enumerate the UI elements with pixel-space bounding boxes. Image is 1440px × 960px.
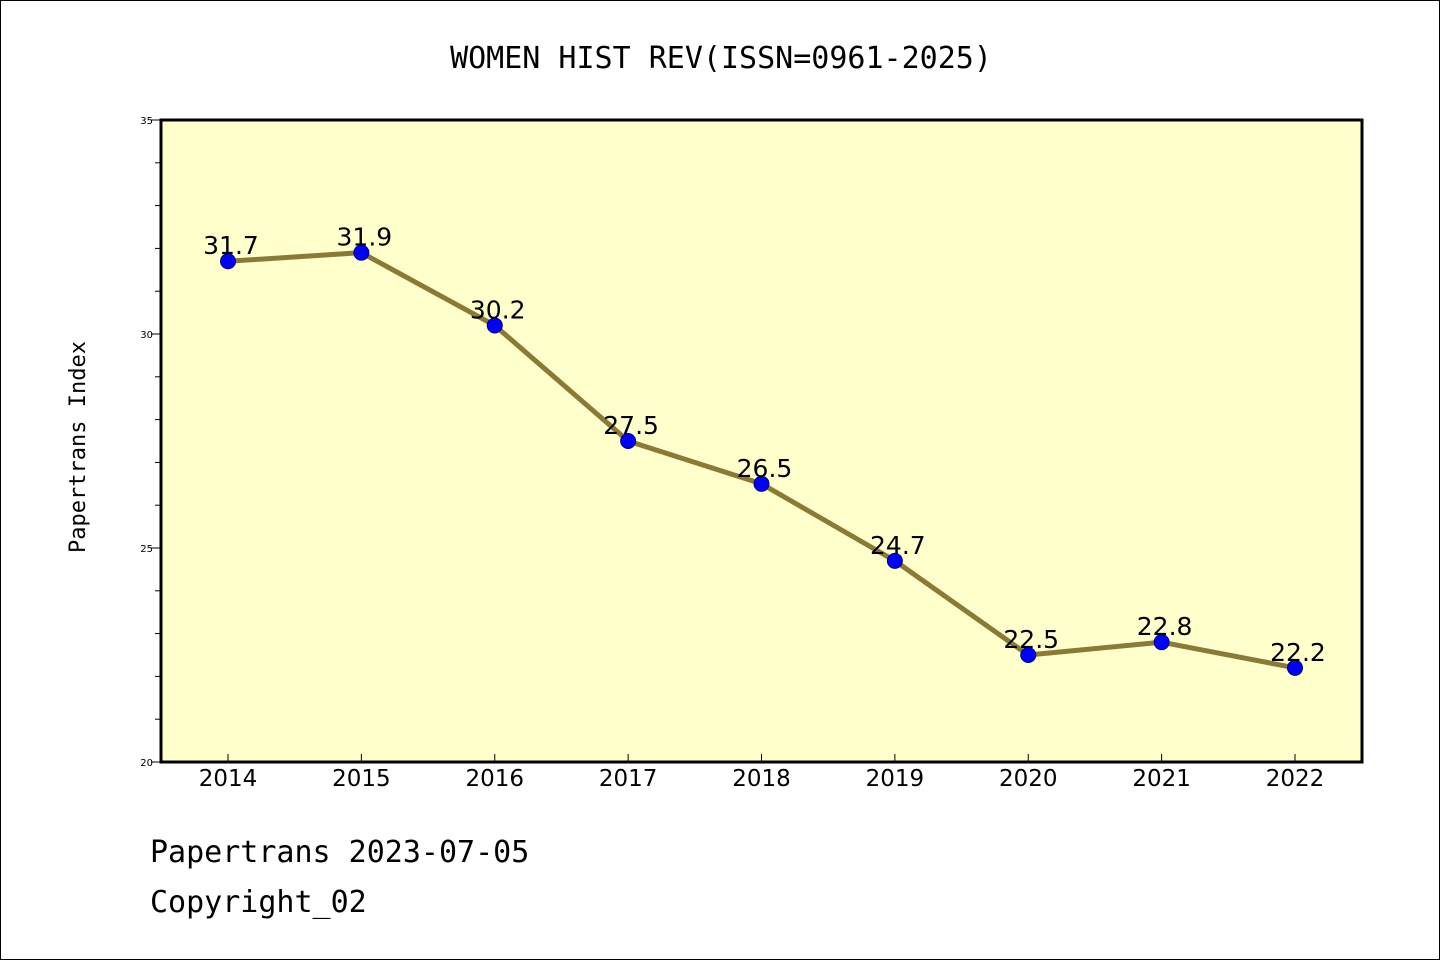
data-label: 22.5	[1003, 625, 1059, 654]
data-point	[1020, 647, 1037, 663]
y-axis: 20 25 30 35	[140, 116, 161, 769]
data-label: 24.7	[870, 531, 926, 560]
data-point	[1153, 634, 1170, 651]
y-tick-label: 35	[140, 116, 153, 127]
data-markers	[220, 244, 1303, 676]
x-tick-label: 2018	[732, 766, 791, 792]
x-tick-label: 2022	[1266, 766, 1325, 792]
data-point	[1287, 659, 1303, 676]
y-axis-label: Papertrans Index	[66, 341, 91, 553]
data-label: 26.5	[737, 454, 793, 483]
data-labels: 31.7 31.9 30.2 27.5 26.5 24.7 22.5 22.8 22.2	[203, 223, 1326, 667]
x-tick-label: 2014	[199, 766, 258, 792]
chart-title: WOMEN HIST REV(ISSN=0961-2025)	[450, 41, 992, 76]
x-tick-label: 2017	[599, 766, 658, 792]
data-label: 22.2	[1270, 638, 1326, 667]
data-label: 27.5	[603, 411, 659, 440]
data-label: 22.8	[1137, 612, 1193, 641]
data-point	[753, 475, 770, 492]
data-label: 31.9	[337, 223, 393, 252]
data-label: 30.2	[470, 295, 526, 324]
x-tick-label: 2016	[465, 766, 524, 792]
data-point	[220, 253, 236, 270]
footer-date-text: Papertrans 2023-07-05	[150, 835, 530, 870]
plot-area	[159, 118, 1364, 764]
data-point	[353, 244, 370, 261]
x-axis: 2014 2015 2016 2017 2018 2019 2020 2021 2022	[199, 754, 1325, 792]
x-tick-label: 2021	[1132, 766, 1191, 792]
data-point	[886, 552, 903, 569]
x-tick-label: 2015	[332, 766, 391, 792]
data-point	[486, 317, 503, 334]
y-tick-label: 25	[140, 544, 153, 555]
data-label: 31.7	[203, 231, 259, 260]
y-tick-label: 20	[140, 758, 153, 769]
footer-copyright-text: Copyright_02	[150, 885, 367, 920]
data-point	[620, 433, 637, 449]
x-tick-label: 2020	[999, 766, 1058, 792]
y-tick-label: 30	[140, 330, 153, 341]
x-tick-label: 2019	[866, 766, 925, 792]
